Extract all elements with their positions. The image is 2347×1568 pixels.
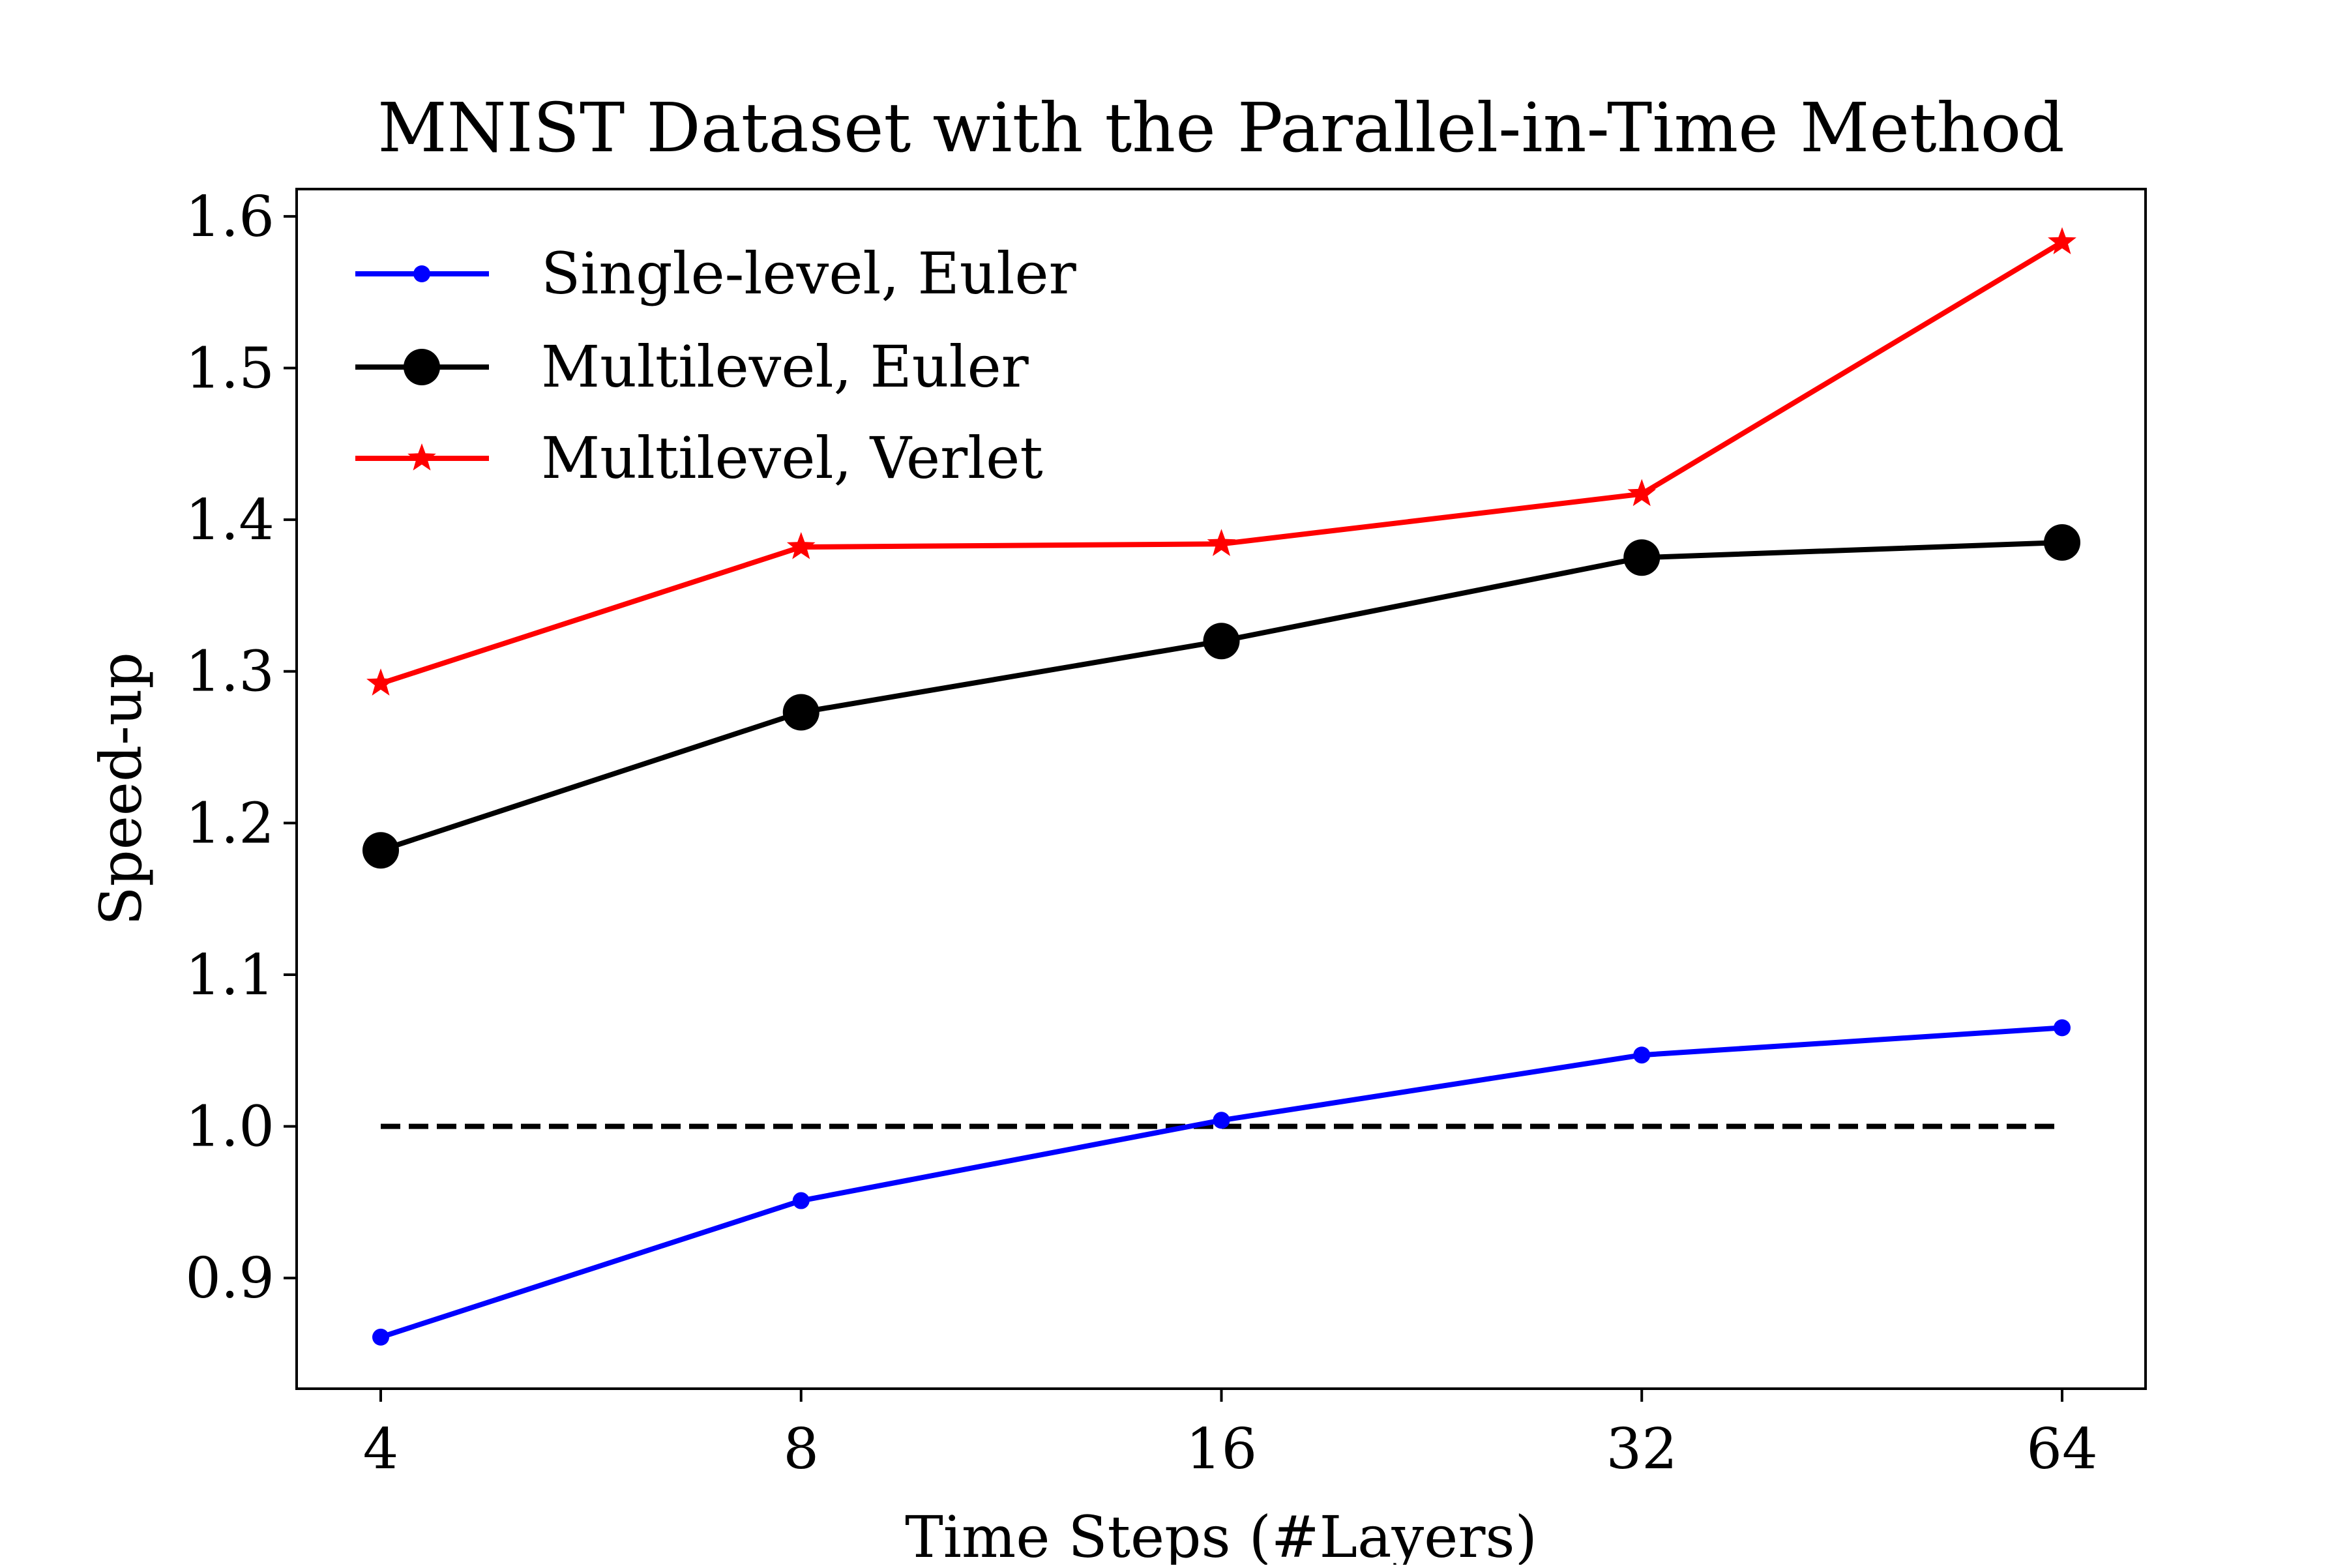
series-3	[366, 227, 2076, 696]
x-tick-label: 8	[783, 1417, 819, 1482]
series-1	[372, 1019, 2071, 1346]
legend-marker	[404, 349, 440, 385]
y-tick-label: 0.9	[185, 1246, 274, 1311]
legend-label: Single-level, Euler	[541, 240, 1077, 307]
y-tick-label: 1.4	[185, 488, 274, 553]
series-point	[366, 668, 395, 696]
series-point	[362, 832, 399, 869]
y-tick-label: 1.6	[185, 185, 274, 250]
y-tick-label: 1.2	[185, 791, 274, 856]
legend-item: Multilevel, Verlet	[355, 424, 1043, 492]
legend-item: Single-level, Euler	[355, 240, 1077, 307]
y-tick-label: 1.0	[185, 1095, 274, 1160]
series-point	[782, 694, 819, 731]
x-axis: 4 8 16 32 64	[363, 1389, 2098, 1482]
series-point	[2054, 1019, 2071, 1037]
y-axis-label: Speed-up	[87, 652, 155, 926]
x-tick-label: 16	[1186, 1417, 1257, 1482]
series-point	[1207, 529, 1236, 556]
series-point	[1627, 479, 1657, 507]
y-axis: 0.9 1.0 1.1 1.2 1.3 1.4 1.5 1.6	[185, 185, 297, 1311]
plot-area	[362, 227, 2080, 1346]
legend-marker	[413, 265, 430, 282]
chart-title: MNIST Dataset with the Parallel-in-Time …	[377, 88, 2065, 168]
series-2	[362, 524, 2080, 869]
legend-item: Multilevel, Euler	[355, 333, 1029, 400]
series-point	[1623, 539, 1661, 576]
series-point	[1213, 1112, 1230, 1129]
series-point	[792, 1192, 810, 1209]
x-tick-label: 64	[2026, 1417, 2097, 1482]
x-axis-label: Time Steps (#Layers)	[905, 1503, 1537, 1565]
legend-label: Multilevel, Verlet	[541, 424, 1043, 492]
series-point	[1633, 1046, 1651, 1064]
series-point	[786, 532, 816, 559]
y-tick-label: 1.3	[185, 640, 274, 705]
series-point	[2044, 524, 2080, 561]
series-point	[372, 1328, 389, 1346]
legend-marker	[407, 443, 436, 471]
y-tick-label: 1.5	[185, 336, 274, 401]
series-point	[2048, 227, 2076, 254]
y-tick-label: 1.1	[185, 943, 274, 1008]
x-tick-label: 4	[363, 1417, 399, 1482]
legend-label: Multilevel, Euler	[541, 333, 1029, 400]
x-tick-label: 32	[1606, 1417, 1677, 1482]
legend: Single-level, Euler Multilevel, Euler Mult…	[355, 240, 1077, 492]
series-point	[1203, 623, 1240, 660]
